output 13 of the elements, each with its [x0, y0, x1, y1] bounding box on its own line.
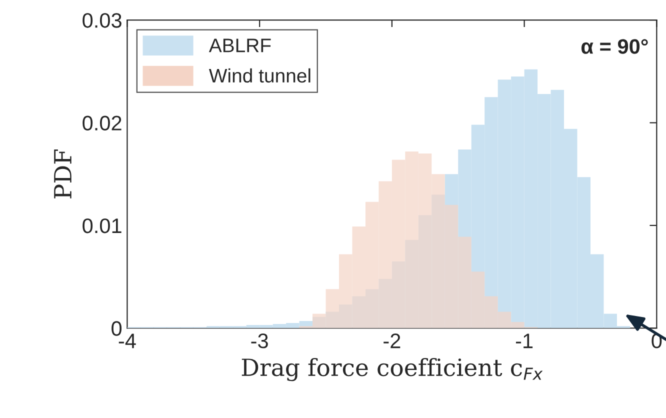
- x-tick-label: -3: [251, 334, 268, 348]
- legend-label: Wind tunnel: [208, 68, 310, 83]
- y-tick-label: 0.01: [82, 218, 122, 234]
- x-tick-label: -4: [118, 334, 136, 348]
- y-tick-label: 0.02: [82, 116, 122, 131]
- x-axis-title: Drag force coefficient c$_{Fx}$: [242, 358, 543, 382]
- legend-label: ABLRF: [208, 38, 271, 52]
- y-tick-label: 0.03: [82, 13, 122, 28]
- y-tick-label: 0: [112, 321, 122, 336]
- x-tick-label: -1: [516, 334, 533, 348]
- y-axis-title: PDF: [54, 149, 72, 198]
- x-tick-label: -2: [384, 334, 400, 348]
- annotation: α = 90°: [582, 39, 648, 54]
